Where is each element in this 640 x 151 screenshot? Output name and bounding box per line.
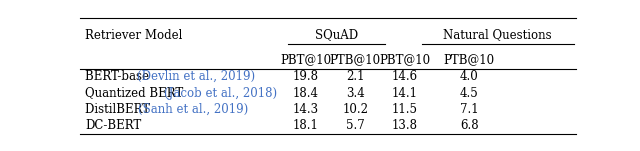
Text: 4.5: 4.5 bbox=[460, 87, 479, 100]
Text: 14.1: 14.1 bbox=[392, 87, 418, 100]
Text: PBT@10: PBT@10 bbox=[280, 53, 332, 66]
Text: DistilBERT: DistilBERT bbox=[85, 103, 154, 116]
Text: (Devlin et al., 2019): (Devlin et al., 2019) bbox=[138, 70, 255, 83]
Text: PBT@10: PBT@10 bbox=[380, 53, 431, 66]
Text: (Jacob et al., 2018): (Jacob et al., 2018) bbox=[164, 87, 277, 100]
Text: Retriever Model: Retriever Model bbox=[85, 29, 182, 42]
Text: 4.0: 4.0 bbox=[460, 70, 479, 83]
Text: 18.4: 18.4 bbox=[292, 87, 319, 100]
Text: 14.6: 14.6 bbox=[392, 70, 418, 83]
Text: PTB@10: PTB@10 bbox=[444, 53, 495, 66]
Text: (Sanh et al., 2019): (Sanh et al., 2019) bbox=[138, 103, 248, 116]
Text: 2.1: 2.1 bbox=[346, 70, 365, 83]
Text: Quantized BERT: Quantized BERT bbox=[85, 87, 187, 100]
Text: BERT-base: BERT-base bbox=[85, 70, 153, 83]
Text: SQuAD: SQuAD bbox=[316, 29, 358, 42]
Text: 18.1: 18.1 bbox=[292, 119, 319, 132]
Text: 19.8: 19.8 bbox=[292, 70, 319, 83]
Text: 13.8: 13.8 bbox=[392, 119, 418, 132]
Text: 10.2: 10.2 bbox=[342, 103, 368, 116]
Text: 6.8: 6.8 bbox=[460, 119, 479, 132]
Text: 5.7: 5.7 bbox=[346, 119, 365, 132]
Text: PTB@10: PTB@10 bbox=[330, 53, 381, 66]
Text: 7.1: 7.1 bbox=[460, 103, 479, 116]
Text: DC-BERT: DC-BERT bbox=[85, 119, 141, 132]
Text: Natural Questions: Natural Questions bbox=[444, 29, 552, 42]
Text: 14.3: 14.3 bbox=[292, 103, 319, 116]
Text: 11.5: 11.5 bbox=[392, 103, 418, 116]
Text: 3.4: 3.4 bbox=[346, 87, 365, 100]
